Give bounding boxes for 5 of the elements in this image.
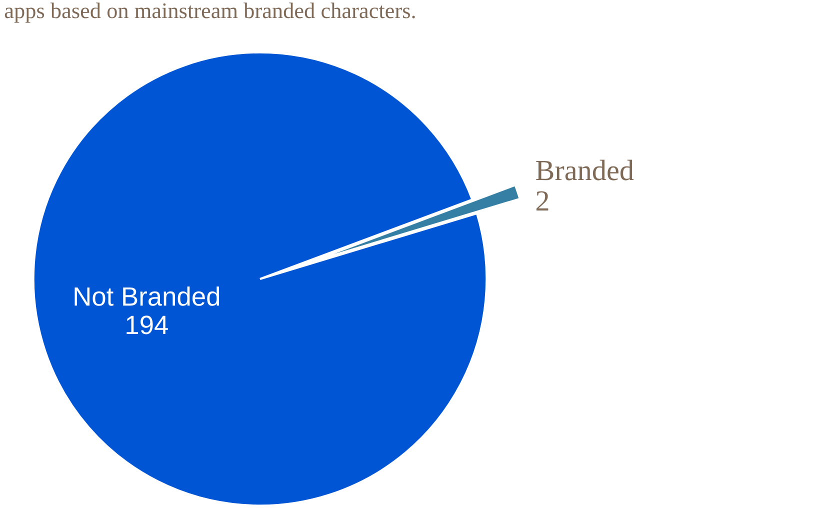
chart-title: apps based on mainstream branded characters. xyxy=(4,2,415,23)
data-label: 2 xyxy=(536,191,548,211)
slice-label: Not Branded xyxy=(74,286,220,306)
data-label: 194 xyxy=(126,316,168,334)
slice-label: Branded xyxy=(536,160,634,180)
